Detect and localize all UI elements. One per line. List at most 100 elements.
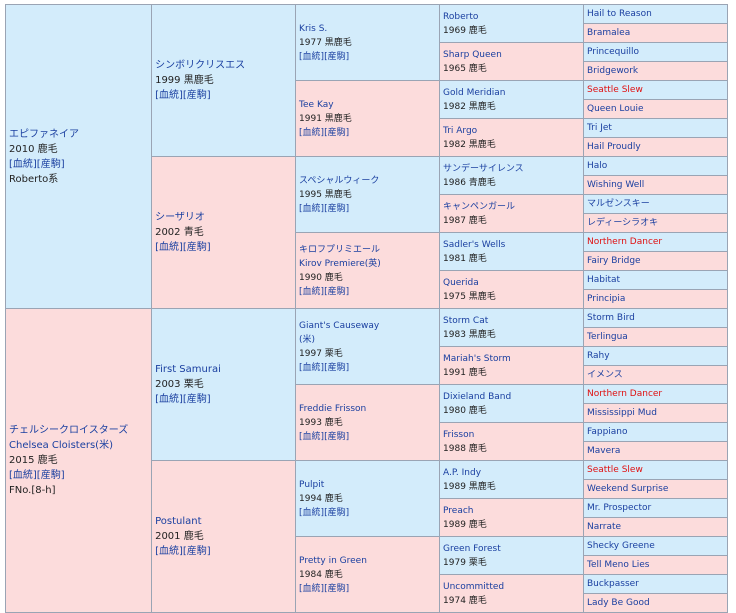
horse-name-link[interactable]: Mississippi Mud <box>586 408 657 418</box>
pedigree-offspring-links[interactable]: [血統][産駒] <box>299 583 350 594</box>
horse-name-link[interactable]: マルゼンスキー <box>586 199 650 209</box>
horse-name-link[interactable]: Northern Dancer <box>586 237 663 247</box>
horse-name-link[interactable]: Habitat <box>586 275 621 285</box>
horse-name-link[interactable]: Tell Meno Lies <box>586 560 650 570</box>
horse-name-link[interactable]: Tee Kay <box>299 99 334 110</box>
horse-name-link[interactable]: キャンペンガール <box>443 201 516 212</box>
horse-name-link[interactable]: Storm Bird <box>586 313 635 323</box>
pedigree-offspring-links[interactable]: [血統][産駒] <box>299 51 350 62</box>
horse-name-link[interactable]: イメンス <box>586 370 623 380</box>
horse-name-link[interactable]: Lady Be Good <box>586 598 650 608</box>
ancestor-cell-gen5: Queen Louie <box>582 99 729 119</box>
horse-name-link[interactable]: Seattle Slew <box>586 85 643 95</box>
ancestor-cell-gen4: Frisson 1988 鹿毛 <box>439 422 584 461</box>
ancestor-cell-gen4: A.P. Indy 1989 黒鹿毛 <box>439 460 584 499</box>
horse-name-link[interactable]: Pretty in Green <box>299 555 367 566</box>
horse-name-link[interactable]: レディーシラオキ <box>586 218 659 228</box>
horse-name-link[interactable]: Mavera <box>586 446 621 456</box>
horse-name-link[interactable]: Shecky Greene <box>586 541 655 551</box>
horse-name-link[interactable]: Mariah's Storm <box>443 353 511 364</box>
horse-name-link[interactable]: サンデーサイレンス <box>443 163 524 174</box>
horse-name-link[interactable]: Kris S. <box>299 23 328 34</box>
pedigree-offspring-links[interactable]: [血統][産駒] <box>9 158 65 170</box>
horse-name-link[interactable]: Seattle Slew <box>586 465 643 475</box>
pedigree-offspring-links[interactable]: [血統][産駒] <box>299 507 350 518</box>
horse-name-link[interactable]: チェルシークロイスターズ <box>9 425 129 436</box>
pedigree-offspring-links[interactable]: [血統][産駒] <box>155 90 211 101</box>
pedigree-offspring-links[interactable]: [血統][産駒] <box>9 470 65 481</box>
horse-name-link[interactable]: Querida <box>443 277 479 288</box>
horse-name-link[interactable]: Tri Jet <box>586 123 612 133</box>
horse-name-link[interactable]: Queen Louie <box>586 104 644 114</box>
pedigree-offspring-links[interactable]: [血統][産駒] <box>155 242 211 253</box>
horse-name-link[interactable]: Pulpit <box>299 479 325 490</box>
horse-name-link[interactable]: Bridgework <box>586 66 639 76</box>
pedigree-offspring-links[interactable]: [血統][産駒] <box>299 362 350 373</box>
horse-name-link[interactable]: Freddie Frisson <box>299 403 367 414</box>
pedigree-offspring-links[interactable]: [血統][産駒] <box>299 127 350 138</box>
horse-name-en-link[interactable]: (米) <box>299 334 316 345</box>
horse-name-link[interactable]: Fairy Bridge <box>586 256 641 266</box>
horse-info: 1986 青鹿毛 <box>443 177 496 188</box>
horse-name-link[interactable]: Northern Dancer <box>586 389 663 399</box>
horse-name-link[interactable]: Narrate <box>586 522 622 532</box>
horse-name-link[interactable]: Bramalea <box>586 28 631 38</box>
horse-name-en-link[interactable]: Kirov Premiere(英) <box>299 258 381 269</box>
horse-name-link[interactable]: Giant's Causeway <box>299 320 380 331</box>
pedigree-row: Fairy Bridge <box>6 251 729 271</box>
horse-name-link[interactable]: Buckpasser <box>586 579 639 589</box>
horse-info: 2002 青毛 <box>155 227 204 238</box>
horse-name-link[interactable]: エピファネイア <box>9 128 79 140</box>
ancestor-cell-gen5: Princequillo <box>582 42 729 62</box>
horse-name-link[interactable]: Tri Argo <box>443 125 478 136</box>
horse-name-link[interactable]: Weekend Surprise <box>586 484 669 494</box>
horse-name-link[interactable]: Wishing Well <box>586 180 645 190</box>
horse-name-link[interactable]: Dixieland Band <box>443 391 512 402</box>
horse-name-link[interactable]: Sharp Queen <box>443 49 502 60</box>
horse-name-link[interactable]: Principia <box>586 294 626 304</box>
ancestor-cell-gen5: Seattle Slew <box>582 460 729 480</box>
horse-name-link[interactable]: スペシャルウィーク <box>299 175 380 186</box>
horse-name-link[interactable]: Frisson <box>443 429 475 440</box>
horse-name-link[interactable]: Preach <box>443 505 474 516</box>
ancestor-cell-gen5: Rahy <box>582 346 729 366</box>
horse-name-link[interactable]: キロフプリミエール <box>299 244 381 255</box>
horse-name-link[interactable]: Hail to Reason <box>586 9 652 19</box>
sire-cell: エピファネイア 2010 鹿毛 [血統][産駒] Roberto系 <box>4 4 153 309</box>
horse-name-link[interactable]: Sadler's Wells <box>443 239 506 250</box>
horse-name-link[interactable]: シンボリクリスエス <box>155 60 246 71</box>
dam-cell: チェルシークロイスターズ Chelsea Cloisters(米) 2015 鹿毛 [… <box>4 308 153 613</box>
horse-name-link[interactable]: Hail Proudly <box>586 142 641 152</box>
ancestor-cell-gen5: Shecky Greene <box>582 536 729 556</box>
horse-name-link[interactable]: Gold Meridian <box>443 87 506 98</box>
horse-name-link[interactable]: Terlingua <box>586 332 628 342</box>
ancestor-cell-gen5: Tri Jet <box>582 118 729 138</box>
horse-name-link[interactable]: Rahy <box>586 351 610 361</box>
pedigree-offspring-links[interactable]: [血統][産駒] <box>299 203 350 214</box>
horse-name-link[interactable]: First Samurai <box>155 364 221 375</box>
ancestor-cell-gen5: Hail Proudly <box>582 137 729 157</box>
horse-color: 鹿毛 <box>37 143 58 155</box>
horse-name-link[interactable]: Halo <box>586 161 608 171</box>
horse-name-link[interactable]: Green Forest <box>443 543 501 554</box>
ancestor-cell-gen5: Tell Meno Lies <box>582 555 729 575</box>
horse-name-link[interactable]: Fappiano <box>586 427 628 437</box>
pedigree-row: Bridgework <box>6 61 729 81</box>
ancestor-cell-gen5: Northern Dancer <box>582 384 729 404</box>
ancestor-cell-gen2: Postulant 2001 鹿毛 [血統][産駒] <box>151 460 297 613</box>
horse-name-link[interactable]: Mr. Prospector <box>586 503 652 513</box>
horse-name-link[interactable]: Princequillo <box>586 47 640 57</box>
horse-info: 1991 黒鹿毛 <box>299 113 352 124</box>
pedigree-offspring-links[interactable]: [血統][産駒] <box>299 431 350 442</box>
pedigree-offspring-links[interactable]: [血統][産駒] <box>299 286 350 297</box>
horse-name-link[interactable]: Storm Cat <box>443 315 489 326</box>
horse-name-en-link[interactable]: Chelsea Cloisters(米) <box>9 440 113 451</box>
horse-name-link[interactable]: A.P. Indy <box>443 467 482 478</box>
ancestor-cell-gen3: Freddie Frisson 1993 鹿毛 [血統][産駒] <box>295 384 441 461</box>
ancestor-cell-gen5: Weekend Surprise <box>582 479 729 499</box>
horse-name-link[interactable]: シーザリオ <box>155 212 205 223</box>
horse-name-link[interactable]: Uncommitted <box>443 581 505 592</box>
pedigree-offspring-links[interactable]: [血統][産駒] <box>155 546 211 557</box>
pedigree-offspring-links[interactable]: [血統][産駒] <box>155 394 211 405</box>
horse-name-link[interactable]: Roberto <box>443 11 479 22</box>
